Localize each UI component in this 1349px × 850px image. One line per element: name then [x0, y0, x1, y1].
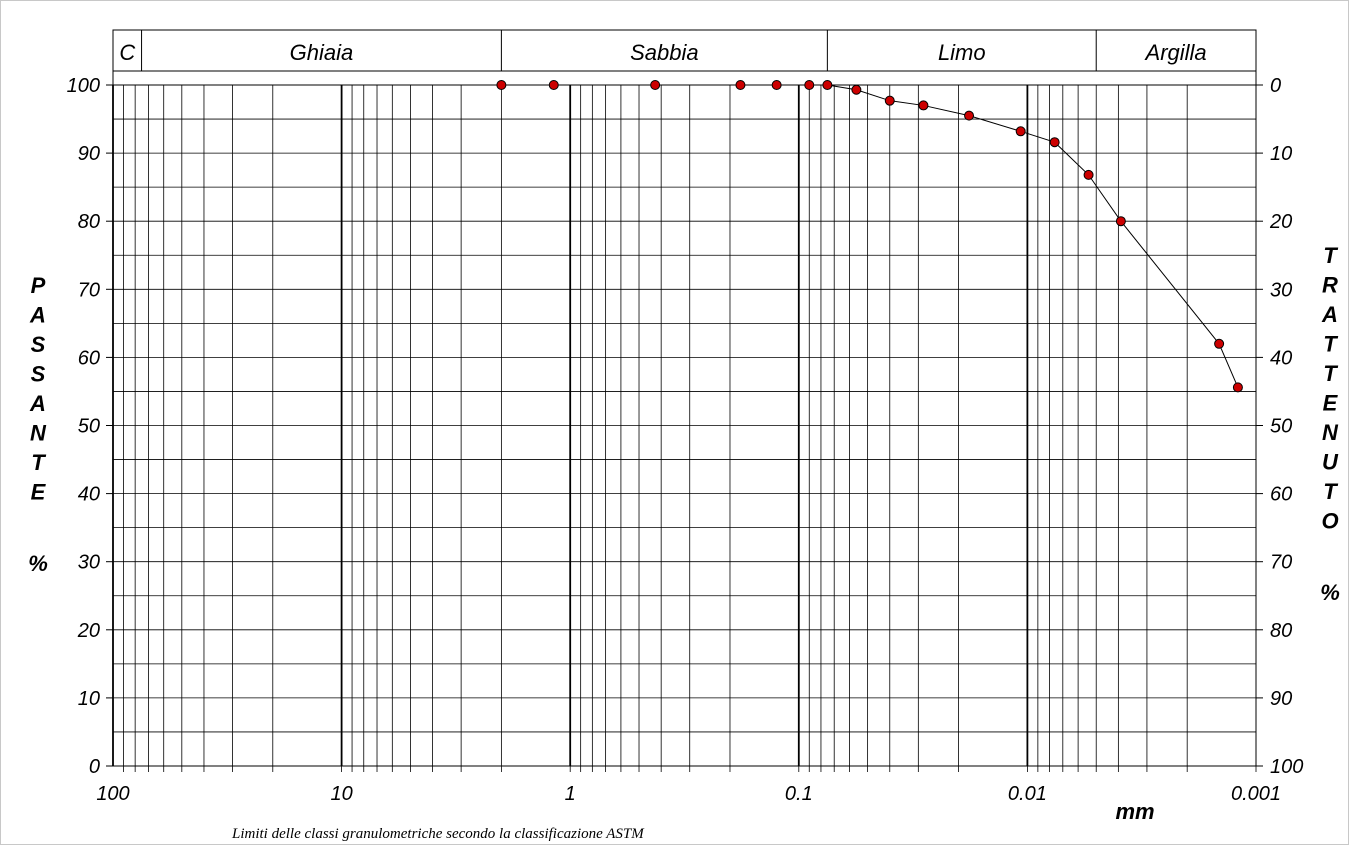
axis-title-letter: R — [1322, 273, 1338, 298]
x-tick-label: 1 — [565, 783, 576, 805]
grid — [112, 84, 1257, 767]
axis-title-letter: T — [1323, 332, 1338, 357]
data-point — [735, 80, 746, 90]
axis-title-letter: A — [29, 303, 46, 328]
class-band-frame — [112, 29, 1257, 72]
axis-title-letter: N — [1322, 420, 1339, 445]
y-right-tick-label: 90 — [1270, 688, 1292, 710]
axis-title-letter: P — [31, 273, 46, 298]
class-label: Limo — [938, 40, 986, 65]
data-point — [650, 80, 661, 90]
y-right-tick-label: 80 — [1270, 620, 1292, 642]
data-point — [1049, 137, 1060, 148]
y-left-tick-label: 70 — [78, 279, 100, 301]
axis-title-letter: T — [1323, 243, 1338, 268]
y-left-tick-label: 40 — [78, 484, 100, 506]
y-left-tick-label: 60 — [78, 347, 100, 369]
x-tick-label: 0.1 — [785, 783, 813, 805]
data-point — [1015, 126, 1026, 137]
class-label: Sabbia — [630, 40, 699, 65]
y-right-tick-label: 40 — [1270, 347, 1292, 369]
data-point — [822, 80, 833, 90]
x-tick-label: 10 — [330, 783, 352, 805]
x-tick-label: 100 — [96, 783, 129, 805]
data-point — [851, 84, 862, 95]
y-left-tick-label: 50 — [78, 416, 100, 438]
series-layer — [496, 80, 1243, 393]
ylabel-left-unit: % — [28, 551, 48, 576]
y-right-tick-label: 50 — [1270, 416, 1292, 438]
y-right-tick-label: 100 — [1270, 756, 1303, 778]
class-label: C — [119, 40, 135, 65]
x-tick-label: 0.01 — [1008, 783, 1047, 805]
y-right-tick-label: 30 — [1270, 279, 1292, 301]
data-point — [548, 80, 559, 90]
y-left-tick-label: 20 — [77, 620, 100, 642]
axis-title-letter: T — [1323, 479, 1338, 504]
x-axis-label: mm — [1115, 799, 1154, 824]
y-left-tick-label: 30 — [78, 552, 100, 574]
y-right-tick-label: 10 — [1270, 143, 1292, 165]
chart-caption: Limiti delle classi granulometriche seco… — [231, 826, 645, 842]
y-left-tick-label: 90 — [78, 143, 100, 165]
data-point — [1083, 169, 1094, 180]
axis-title-letter: E — [1323, 391, 1339, 416]
y-right-tick-label: 60 — [1270, 484, 1292, 506]
data-point — [1214, 338, 1225, 349]
data-point — [884, 95, 895, 106]
y-right-tick-label: 20 — [1269, 211, 1292, 233]
data-point — [918, 100, 929, 111]
data-point — [771, 80, 782, 90]
data-point — [1232, 382, 1243, 393]
axis-title-letter: S — [31, 332, 46, 357]
data-point — [964, 110, 975, 121]
axis-title-letter: O — [1321, 509, 1338, 534]
data-point — [804, 80, 815, 90]
axis-title-letter: S — [31, 362, 46, 387]
y-right-tick-label: 0 — [1270, 75, 1281, 97]
axis-title-letter: T — [1323, 361, 1338, 386]
y-right-tick-label: 70 — [1270, 552, 1292, 574]
class-label: Ghiaia — [290, 40, 354, 65]
class-label: Argilla — [1144, 40, 1207, 65]
class-band: C Ghiaia Sabbia Limo Argilla — [112, 29, 1257, 85]
y-left-tick-label: 80 — [78, 211, 100, 233]
axis-title-letter: T — [31, 450, 46, 475]
axis-title-letter: E — [31, 480, 47, 505]
axis-title-letter: N — [30, 421, 47, 446]
y-left-tick-label: 100 — [67, 75, 100, 97]
x-tick-label: 0.001 — [1231, 783, 1281, 805]
axis-title-letter: A — [29, 391, 46, 416]
y-left-tick-label: 0 — [89, 756, 100, 778]
data-point — [496, 80, 507, 90]
data-point — [1115, 216, 1126, 227]
y-left-tick-label: 10 — [78, 688, 100, 710]
axis-title-letter: A — [1321, 302, 1338, 327]
ylabel-right-unit: % — [1320, 580, 1340, 605]
axis-title-letter: U — [1322, 450, 1339, 475]
